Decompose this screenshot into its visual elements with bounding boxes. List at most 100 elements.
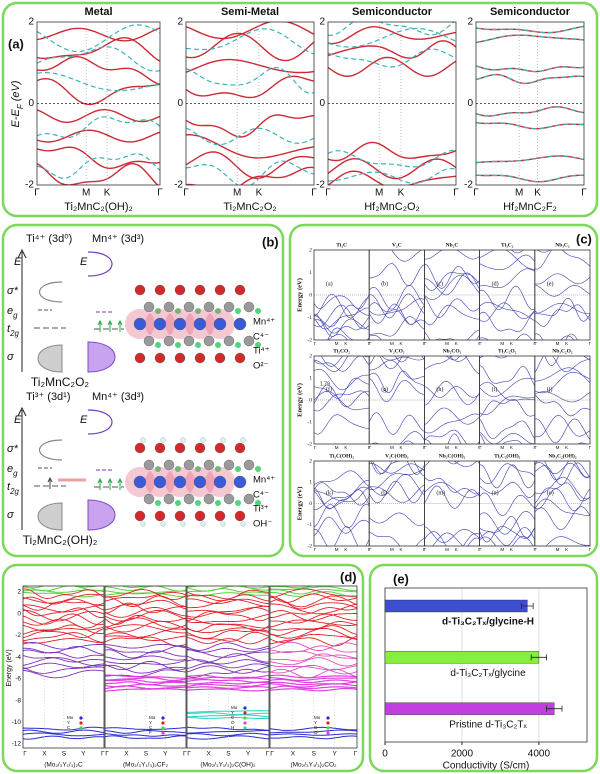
plot-title: Ti₃C₂(OH)₂ — [494, 452, 521, 459]
x-tick-label: Γ — [581, 188, 587, 199]
x-tick-label: K — [534, 188, 541, 199]
band-curve — [23, 646, 104, 655]
panel-label: (c) — [576, 231, 592, 246]
plot-title: Semi-Metal — [221, 6, 279, 18]
band-curve — [186, 32, 314, 62]
band-curve — [391, 250, 422, 262]
atom-c — [175, 308, 181, 314]
error-bar — [546, 705, 563, 712]
formula: (Mo₂/₃Y₁/₃)₂CF₂ — [123, 762, 169, 769]
band-curve — [186, 114, 314, 138]
band-curve — [314, 482, 370, 506]
band-group — [314, 470, 370, 546]
band-curve — [187, 712, 269, 716]
atom — [134, 442, 146, 454]
x-tick-label: Γ — [157, 188, 163, 199]
band-curve — [534, 303, 590, 315]
y-tick-label: 2 — [17, 589, 21, 596]
band-curve — [270, 645, 357, 654]
x-tick-label: Γ — [535, 547, 538, 552]
x-tick-label: S — [62, 751, 67, 758]
plot-frame — [36, 21, 161, 186]
level-label-sub: 2g — [9, 329, 19, 338]
band-curve — [270, 674, 357, 679]
x-tick-label: X — [124, 751, 129, 758]
x-tick-label: M — [515, 188, 523, 199]
plot-title: V₂C — [392, 242, 402, 248]
axis-label: E — [14, 414, 22, 426]
x-tick-label: Y — [81, 751, 86, 758]
band-curve — [479, 431, 535, 444]
band-curve — [105, 643, 186, 649]
axis-arrow — [17, 248, 27, 259]
band-curve — [424, 272, 480, 291]
plot-title: Ti₂C — [336, 242, 347, 248]
legend-marker — [161, 731, 165, 735]
band-curve — [534, 371, 590, 394]
plot-frame — [186, 585, 270, 749]
band-curve — [424, 380, 480, 406]
band-curve — [187, 599, 269, 609]
band-curve — [270, 681, 357, 686]
band-curve — [399, 431, 425, 444]
atom-c — [195, 466, 201, 472]
y-tick-label: 2 — [467, 17, 473, 28]
atom — [194, 442, 206, 454]
band-curve — [270, 687, 357, 692]
spin-arrow — [97, 477, 103, 490]
band-curve — [105, 674, 186, 679]
band-curve — [369, 284, 425, 310]
band-curve — [537, 250, 551, 253]
band-curve — [37, 129, 160, 143]
band-curve — [37, 55, 160, 85]
y-tick-label: 0 — [28, 98, 34, 109]
band-curve — [479, 285, 535, 311]
band-curve — [105, 595, 186, 607]
spin-arrow — [107, 477, 113, 490]
atom-h — [240, 521, 246, 527]
legend-marker — [243, 706, 247, 710]
band-curve — [187, 631, 269, 642]
band-curve — [534, 414, 590, 438]
y-tick-label: 0 — [467, 98, 473, 109]
band-curve — [534, 273, 590, 285]
atom — [243, 335, 255, 347]
panel-label: (a) — [8, 36, 24, 51]
band-curve — [120, 586, 161, 589]
atom-c — [235, 466, 241, 472]
x-tick-label: Γ — [314, 445, 317, 450]
x-tick-label: Γ — [533, 445, 536, 450]
formula: (Mo₂/₃Y₁/₃)₂CO₂ — [290, 762, 337, 769]
bar — [384, 702, 555, 715]
band-curve — [105, 636, 186, 647]
band-curve — [534, 367, 590, 384]
plot-title: Nb₃C₂ — [555, 242, 570, 248]
x-tick-label: M — [556, 445, 560, 450]
band-curve — [424, 477, 480, 495]
band-curve — [479, 463, 535, 485]
band-curve — [545, 536, 590, 546]
y-tick-label: 2 — [309, 458, 312, 464]
bar — [384, 651, 540, 664]
band-curve — [314, 470, 370, 487]
band-curve — [187, 662, 269, 669]
band-curve — [37, 77, 160, 106]
band-curve — [37, 153, 160, 179]
legend-label: O — [314, 730, 318, 735]
y-tick-label: -2 — [15, 632, 21, 639]
atom-c — [255, 500, 261, 506]
legend-marker — [79, 726, 83, 730]
legend-marker — [79, 716, 83, 720]
band-curve — [270, 677, 357, 681]
legend-label: Y — [67, 720, 70, 725]
level-label-base: σ — [7, 509, 14, 521]
x-tick-label: Γ — [183, 188, 189, 199]
band-curve — [369, 462, 425, 474]
band-curve — [270, 603, 357, 615]
panel-d-border — [1, 563, 365, 773]
sigma-star-orbital — [39, 439, 63, 461]
band-curve — [372, 461, 425, 475]
atom-c — [175, 500, 181, 506]
band-curve — [314, 327, 370, 340]
